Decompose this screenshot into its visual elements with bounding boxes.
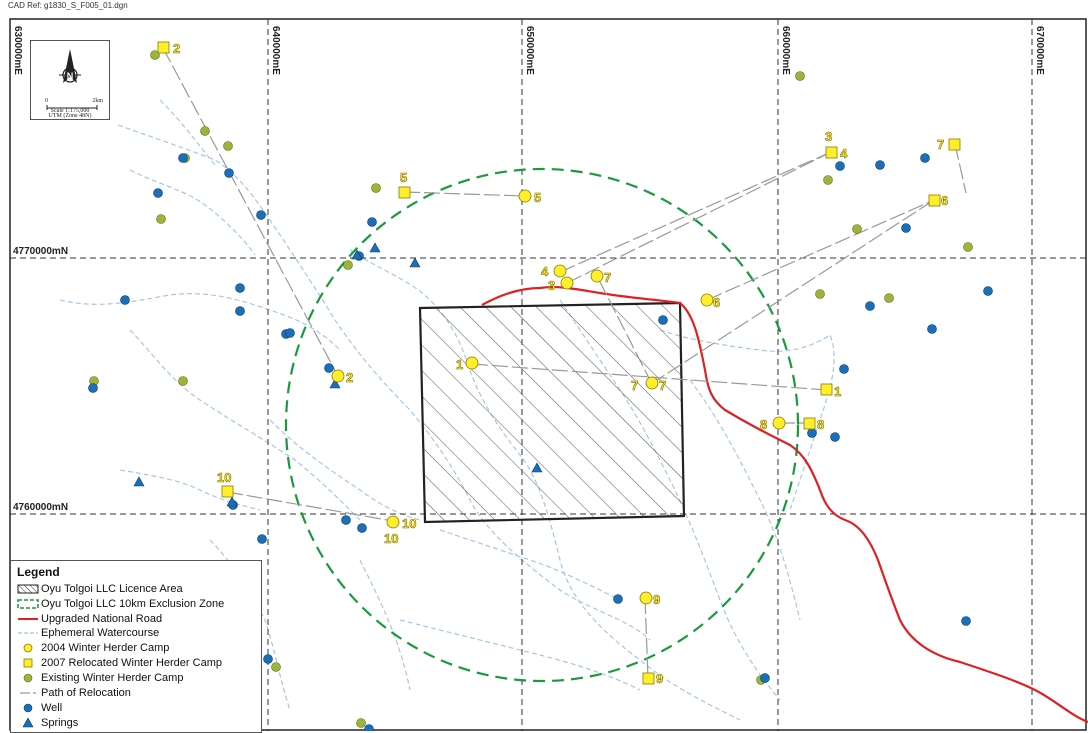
legend-item-well: Well	[15, 701, 62, 714]
red-line-icon	[15, 612, 41, 625]
legend-label: 2007 Relocated Winter Herder Camp	[41, 656, 222, 669]
existing-camps	[89, 50, 973, 728]
easting-label: 670000mE	[1034, 26, 1045, 75]
north-arrow-box: N 0 2km Scale 1:175,000 UTM (Zone 48N)	[30, 40, 110, 120]
legend-item-existing-camp: Existing Winter Herder Camp	[15, 671, 183, 684]
easting-label: 650000mE	[524, 26, 535, 75]
north-arrow-icon: N	[59, 49, 81, 83]
camp-label: 10	[384, 531, 398, 546]
green-circle-icon	[15, 671, 41, 684]
easting-label: 630000mE	[12, 26, 23, 75]
legend-label: Upgraded National Road	[41, 612, 163, 625]
yellow-square-icon	[15, 656, 41, 669]
legend-label: Oyu Tolgoi LLC Licence Area	[41, 582, 183, 595]
legend-item-camp-2007: 2007 Relocated Winter Herder Camp	[15, 656, 222, 669]
legend-label: Well	[41, 701, 63, 714]
camp-label: 7	[631, 378, 638, 393]
camp-label: 2	[173, 41, 180, 56]
legend-item-exclusion-zone: Oyu Tolgoi LLC 10km Exclusion Zone	[15, 597, 224, 610]
camp-label: 1	[456, 357, 463, 372]
camp-label: 8	[817, 417, 824, 432]
camp-label: 9	[653, 592, 660, 607]
hatch-box-icon	[15, 582, 41, 595]
legend-item-camp-2004: 2004 Winter Herder Camp	[15, 641, 169, 654]
camp-label: 10	[217, 470, 231, 485]
northing-label: 4760000mN	[13, 502, 68, 513]
national-road	[481, 285, 1088, 724]
camps-2004	[331, 189, 786, 605]
camp-label: 9	[656, 671, 663, 686]
blue-dashed-line-icon	[15, 626, 41, 639]
legend-label: 2004 Winter Herder Camp	[41, 641, 170, 654]
blue-circle-icon	[15, 701, 41, 714]
camp-label: 3	[548, 278, 555, 293]
camp-label: 5	[534, 190, 541, 205]
camp-label: 1	[834, 384, 841, 399]
legend-item-watercourse: Ephemeral Watercourse	[15, 626, 159, 639]
legend-item-road: Upgraded National Road	[15, 612, 162, 625]
camp-label: 7	[937, 137, 944, 152]
camp-label: 8	[760, 417, 767, 432]
grid-labels: 630000mE 640000mE 650000mE 660000mE 6700…	[12, 26, 1045, 513]
legend-label: Oyu Tolgoi LLC 10km Exclusion Zone	[41, 597, 225, 610]
green-dashed-box-icon	[15, 597, 41, 610]
blue-triangle-icon	[15, 716, 41, 729]
scale-bar	[46, 105, 98, 110]
camp-label: 6	[941, 193, 948, 208]
scale-start: 0	[45, 98, 48, 104]
legend-label: Existing Winter Herder Camp	[41, 671, 184, 684]
yellow-circle-icon	[15, 641, 41, 654]
easting-label: 640000mE	[270, 26, 281, 75]
cad-reference: CAD Ref: g1830_S_F005_01.dgn	[8, 1, 128, 10]
legend-item-relocation-path: Path of Relocation	[15, 686, 131, 699]
camp-label: 4	[541, 264, 549, 279]
legend-item-licence-area: Oyu Tolgoi LLC Licence Area	[15, 582, 183, 595]
scale-end: 2km	[92, 98, 103, 104]
wells	[88, 153, 993, 731]
legend-label: Path of Relocation	[41, 686, 131, 699]
camp-label: 3	[825, 129, 832, 144]
map-legend: Legend Oyu Tolgoi LLC Licence Area Oyu T…	[10, 560, 262, 733]
projection-text: UTM (Zone 48N)	[48, 113, 92, 119]
camp-number-labels: 2 5 5 3 4 7 6 4 3 7 6 1 2 7 7 1 8 8 10 1…	[173, 41, 949, 687]
camp-label: 2	[346, 370, 353, 385]
grey-dash-icon	[15, 686, 41, 699]
legend-label: Springs	[41, 716, 79, 729]
camp-label: 7	[604, 270, 611, 285]
legend-label: Ephemeral Watercourse	[41, 626, 160, 639]
camps-2007	[157, 41, 961, 685]
camp-label: 7	[659, 378, 666, 393]
camp-label: 5	[400, 170, 407, 185]
exclusion-zone	[284, 167, 800, 683]
camp-label: 6	[713, 295, 720, 310]
easting-label: 660000mE	[780, 26, 791, 75]
relocation-paths	[162, 47, 967, 679]
map-frame	[9, 18, 1087, 731]
licence-area	[418, 301, 686, 524]
north-letter: N	[67, 71, 74, 81]
camp-label: 4	[840, 146, 848, 161]
springs	[133, 242, 543, 507]
northing-label: 4770000mN	[13, 246, 68, 257]
camp-label: 10	[402, 516, 416, 531]
scale-text: Scale 1:175,000	[50, 108, 90, 114]
legend-item-springs: Springs	[15, 716, 78, 729]
legend-title: Legend	[17, 565, 60, 579]
